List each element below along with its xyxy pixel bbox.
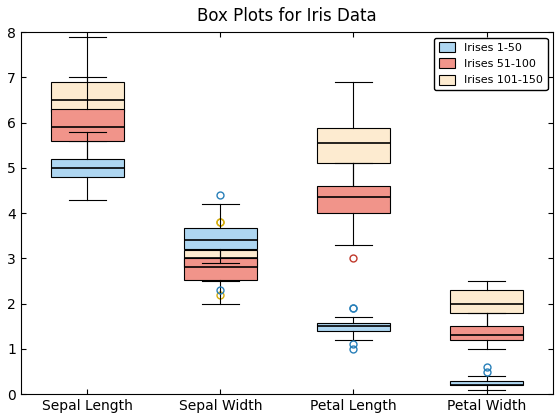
Legend: Irises 1-50, Irises 51-100, Irises 101-150: Irises 1-50, Irises 51-100, Irises 101-1… bbox=[434, 38, 548, 90]
PathPatch shape bbox=[450, 290, 523, 313]
PathPatch shape bbox=[317, 186, 390, 213]
PathPatch shape bbox=[50, 159, 124, 177]
Title: Box Plots for Iris Data: Box Plots for Iris Data bbox=[197, 7, 377, 25]
PathPatch shape bbox=[450, 326, 523, 340]
PathPatch shape bbox=[50, 109, 124, 141]
PathPatch shape bbox=[184, 250, 257, 268]
PathPatch shape bbox=[317, 128, 390, 163]
PathPatch shape bbox=[50, 82, 124, 113]
PathPatch shape bbox=[450, 381, 523, 385]
PathPatch shape bbox=[184, 228, 257, 249]
PathPatch shape bbox=[184, 258, 257, 280]
PathPatch shape bbox=[317, 323, 390, 331]
